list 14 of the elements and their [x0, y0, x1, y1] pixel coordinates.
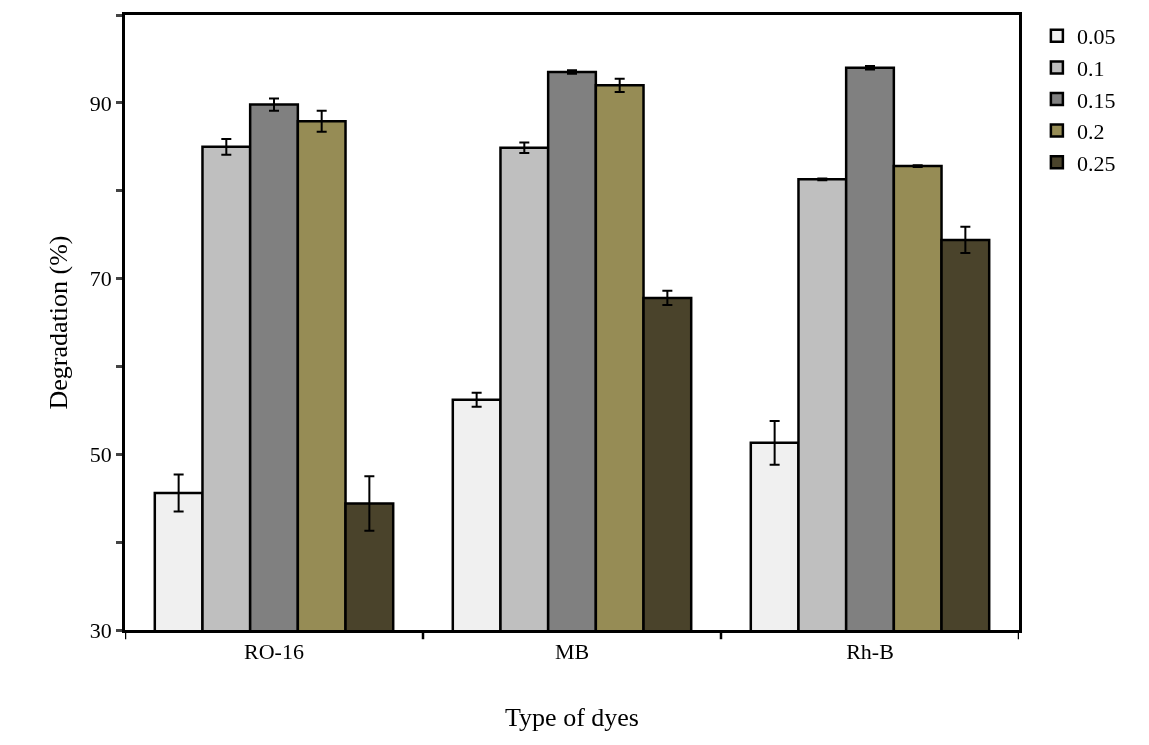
x-tick-label: MB [554, 639, 590, 665]
x-tick-label: RO-16 [244, 639, 304, 665]
y-tick-label: 70 [89, 266, 112, 292]
legend-label: 0.2 [1076, 119, 1105, 145]
y-tick-label: 50 [89, 441, 112, 467]
x-axis-title: Type of dyes [505, 702, 639, 732]
x-tick-label: Rh-B [846, 639, 894, 665]
legend-label: 0.15 [1076, 87, 1116, 113]
legend-label: 0.25 [1076, 150, 1116, 176]
y-tick-label: 90 [89, 90, 112, 116]
y-axis-title: Degradation (%) [44, 235, 74, 410]
legend-label: 0.1 [1076, 55, 1105, 81]
legend-label: 0.05 [1076, 24, 1116, 50]
y-tick-label: 30 [89, 617, 112, 643]
